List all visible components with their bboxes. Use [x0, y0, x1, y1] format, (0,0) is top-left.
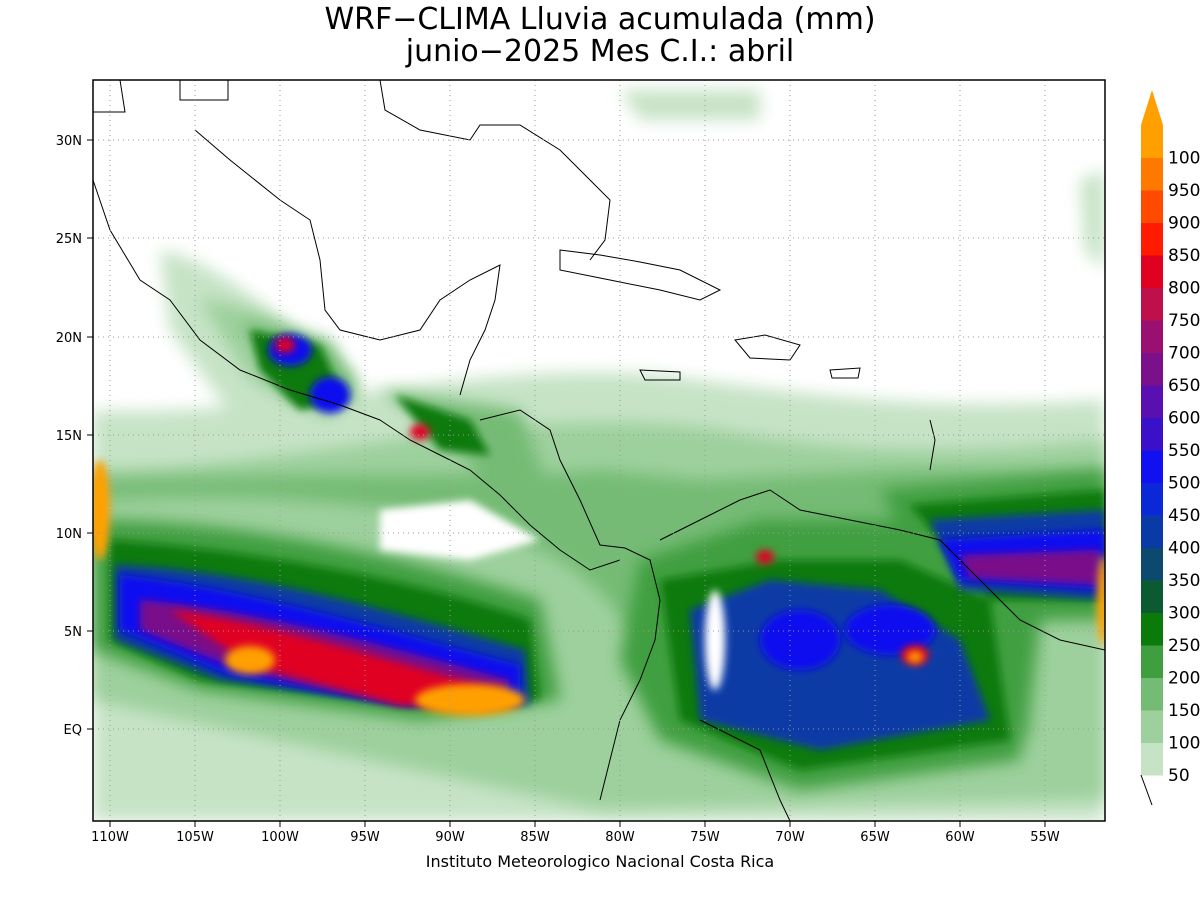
lon-label: 100W — [261, 830, 299, 845]
legend-arrow-max — [1141, 90, 1163, 125]
legend-swatch — [1141, 385, 1163, 418]
legend-swatch — [1141, 677, 1163, 711]
legend-arrow-min — [1140, 774, 1153, 806]
legend-label: 950 — [1168, 181, 1200, 201]
lat-label: 10N — [56, 527, 82, 542]
legend-label: 150 — [1168, 701, 1200, 721]
legend-label: 300 — [1168, 604, 1200, 624]
legend-swatch — [1141, 482, 1163, 516]
legend-label: 400 — [1168, 539, 1200, 559]
legend-swatch — [1141, 515, 1163, 548]
legend-swatch — [1141, 417, 1163, 451]
legend-label: 450 — [1168, 506, 1200, 526]
legend-label: 800 — [1168, 279, 1200, 299]
legend-label: 850 — [1168, 246, 1200, 266]
legend-label: 700 — [1168, 344, 1200, 364]
rainfall-field — [93, 90, 1105, 821]
legend-label: 1000 — [1168, 149, 1200, 169]
chart-title-line2: junio−2025 Mes C.I.: abril — [405, 34, 795, 69]
legend-label: 500 — [1168, 474, 1200, 494]
legend-swatch — [1141, 645, 1163, 678]
legend-label: 750 — [1168, 311, 1200, 331]
legend-label: 900 — [1168, 214, 1200, 234]
legend-label: 50 — [1168, 766, 1190, 786]
legend-swatch — [1141, 287, 1163, 321]
lat-label: 25N — [56, 232, 82, 247]
lat-label: 20N — [56, 331, 82, 346]
legend-swatch — [1141, 450, 1163, 483]
legend-swatch — [1141, 255, 1163, 288]
tick-marks — [87, 139, 1046, 827]
legend-swatch — [1141, 352, 1163, 386]
coastlines — [93, 80, 1105, 821]
legend-label: 350 — [1168, 571, 1200, 591]
lon-label: 75W — [690, 830, 720, 845]
legend-swatch — [1141, 320, 1163, 353]
legend-label: 600 — [1168, 409, 1200, 429]
color-legend: 50 100 150 200 250 300 350 400 450 500 550 600 650 70… — [1140, 90, 1200, 806]
legend-swatch — [1141, 222, 1163, 256]
legend-swatch — [1141, 190, 1163, 223]
lon-label: 70W — [775, 830, 805, 845]
legend-swatch — [1141, 580, 1163, 613]
lon-label: 55W — [1030, 830, 1060, 845]
legend-swatch — [1141, 612, 1163, 646]
lon-label: 60W — [945, 830, 975, 845]
legend-label: 200 — [1168, 669, 1200, 689]
legend-swatch — [1141, 547, 1163, 581]
map-frame — [92, 79, 1106, 822]
legend-label: 650 — [1168, 376, 1200, 396]
lon-label: 90W — [435, 830, 465, 845]
lat-label: 5N — [64, 625, 82, 640]
lon-label: 110W — [91, 830, 129, 845]
lon-label: 65W — [860, 830, 890, 845]
lat-label: EQ — [64, 723, 82, 738]
legend-swatch — [1141, 157, 1163, 191]
legend-label: 250 — [1168, 636, 1200, 656]
legend-swatch — [1141, 742, 1163, 776]
legend-label: 100 — [1168, 734, 1200, 754]
legend-swatch — [1141, 125, 1163, 158]
lon-label: 95W — [350, 830, 380, 845]
legend-label: 550 — [1168, 441, 1200, 461]
chart-title-line1: WRF−CLIMA Lluvia acumulada (mm) — [324, 2, 876, 37]
lon-label: 85W — [520, 830, 550, 845]
lat-label: 30N — [56, 134, 82, 149]
graticule — [93, 80, 1105, 821]
lon-label: 105W — [176, 830, 214, 845]
legend-swatch — [1141, 710, 1163, 743]
lat-label: 15N — [56, 429, 82, 444]
credit-line: Instituto Meteorologico Nacional Costa R… — [425, 852, 775, 871]
lon-label: 80W — [605, 830, 635, 845]
